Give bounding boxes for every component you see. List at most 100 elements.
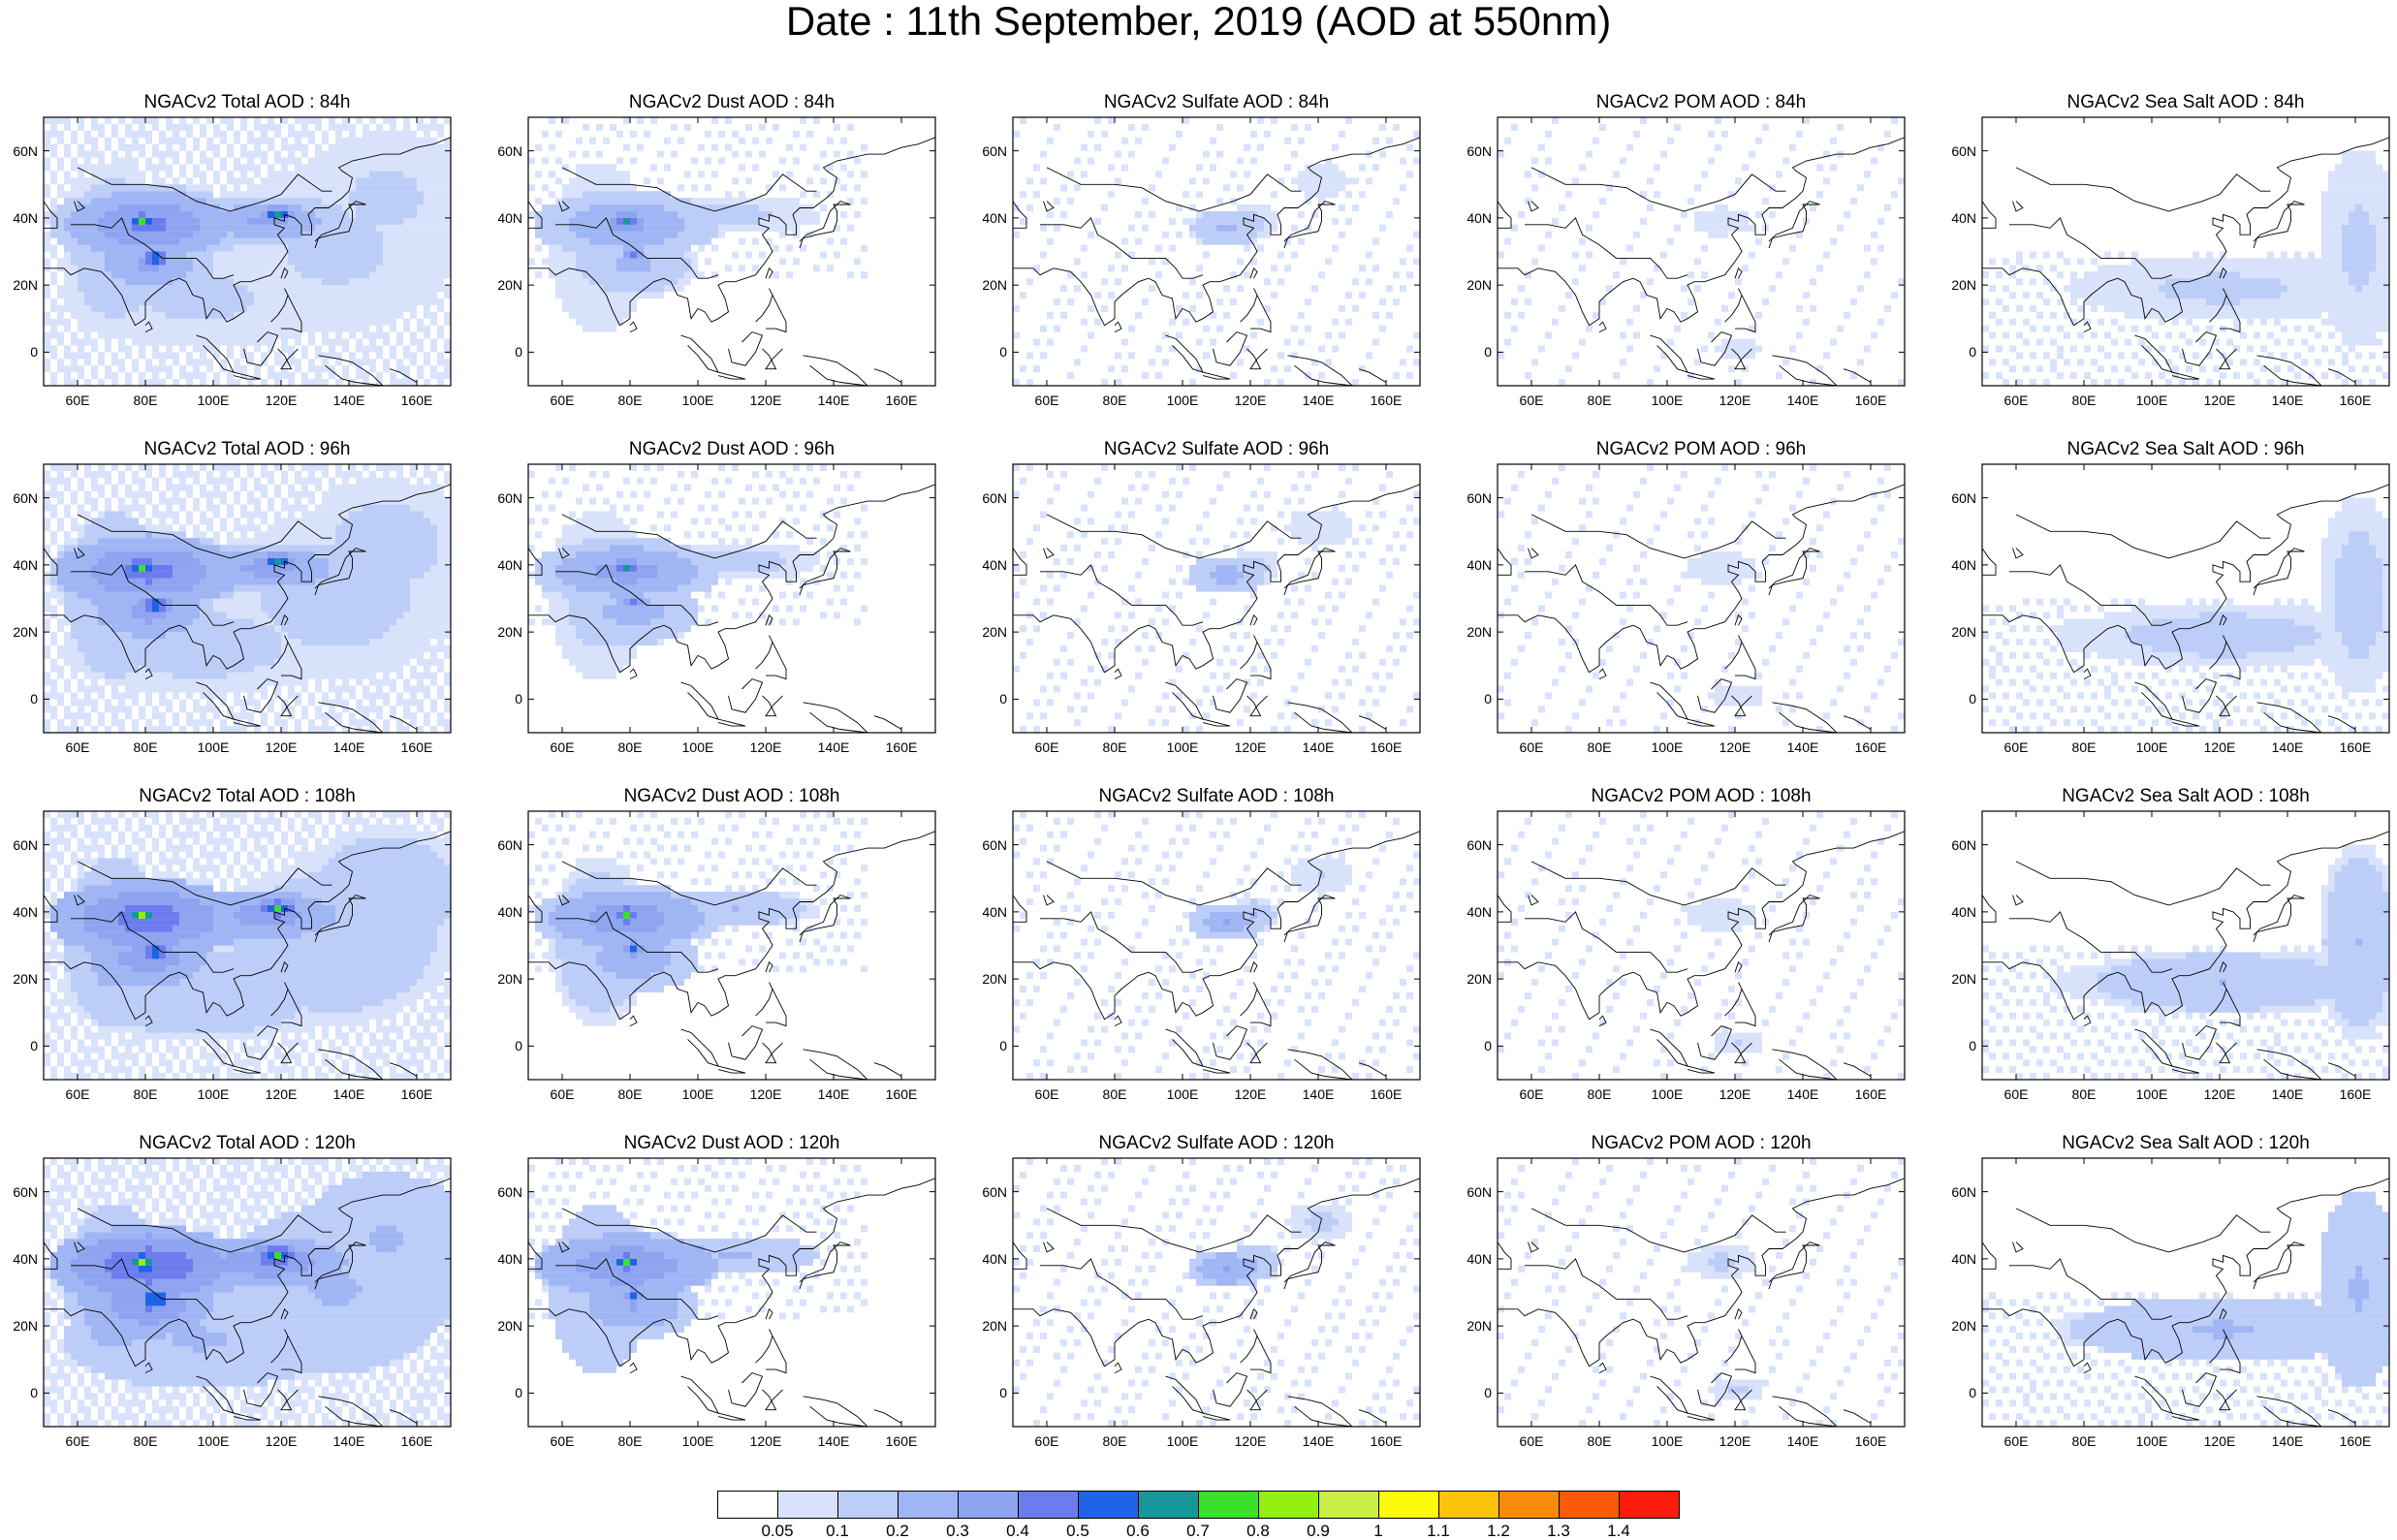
colorbar	[717, 1491, 1687, 1522]
longitude-tick-label: 120E	[257, 1434, 305, 1448]
latitude-tick-label: 0	[1938, 1386, 1976, 1399]
latitude-tick-label: 40N	[484, 905, 522, 919]
longitude-tick-label: 80E	[2060, 393, 2108, 407]
longitude-tick-label: 120E	[2195, 740, 2244, 754]
colorbar-tick-label: 0.4	[989, 1523, 1047, 1540]
latitude-tick-label: 0	[484, 345, 522, 359]
latitude-tick-label: 20N	[1938, 1319, 1976, 1333]
longitude-tick-label: 100E	[1643, 740, 1691, 754]
colorbar-tick-label: 0.8	[1229, 1523, 1287, 1540]
colorbar-tick-label: 0.5	[1049, 1523, 1107, 1540]
panel-title: NGACv2 Total AOD : 96h	[44, 439, 451, 460]
aod-map	[1013, 811, 1420, 1080]
latitude-tick-label: 60N	[0, 144, 38, 158]
panel-title: NGACv2 Sulfate AOD : 96h	[1013, 439, 1420, 460]
longitude-tick-label: 120E	[1711, 740, 1759, 754]
latitude-tick-label: 40N	[968, 558, 1007, 572]
longitude-tick-label: 60E	[1992, 1087, 2040, 1101]
longitude-tick-label: 60E	[1507, 393, 1556, 407]
aod-map	[528, 464, 935, 733]
longitude-tick-label: 60E	[538, 393, 586, 407]
colorbar-swatch	[959, 1492, 1019, 1519]
colorbar-tick-label: 1.4	[1590, 1523, 1648, 1540]
latitude-tick-label: 20N	[1938, 625, 1976, 639]
panel-title: NGACv2 Dust AOD : 120h	[528, 1133, 935, 1154]
latitude-tick-label: 0	[1453, 1386, 1492, 1399]
longitude-tick-label: 60E	[1023, 393, 1071, 407]
longitude-tick-label: 100E	[1643, 1087, 1691, 1101]
latitude-tick-label: 20N	[968, 1319, 1007, 1333]
latitude-tick-label: 0	[484, 692, 522, 706]
aod-map	[1982, 1158, 2389, 1427]
longitude-tick-label: 140E	[1779, 393, 1827, 407]
longitude-tick-label: 100E	[189, 740, 237, 754]
longitude-tick-label: 80E	[121, 1434, 170, 1448]
longitude-tick-label: 120E	[1226, 393, 1275, 407]
longitude-tick-label: 160E	[2331, 1087, 2380, 1101]
longitude-tick-label: 100E	[189, 1434, 237, 1448]
latitude-tick-label: 40N	[1938, 211, 1976, 225]
longitude-tick-label: 60E	[1507, 740, 1556, 754]
longitude-tick-label: 120E	[1711, 1434, 1759, 1448]
colorbar-swatch	[1019, 1492, 1079, 1519]
longitude-tick-label: 100E	[1158, 740, 1207, 754]
colorbar-swatch	[778, 1492, 838, 1519]
longitude-tick-label: 160E	[393, 1087, 441, 1101]
longitude-tick-label: 160E	[2331, 1434, 2380, 1448]
aod-map	[1013, 117, 1420, 386]
panel-title: NGACv2 Sea Salt AOD : 96h	[1982, 439, 2389, 460]
longitude-tick-label: 140E	[1294, 1087, 1342, 1101]
longitude-tick-label: 60E	[538, 740, 586, 754]
panel-title: NGACv2 Dust AOD : 84h	[528, 92, 935, 113]
aod-map	[44, 811, 451, 1080]
longitude-tick-label: 140E	[1779, 740, 1827, 754]
longitude-tick-label: 140E	[2263, 393, 2312, 407]
longitude-tick-label: 140E	[809, 740, 858, 754]
aod-map	[1982, 811, 2389, 1080]
longitude-tick-label: 100E	[674, 1434, 722, 1448]
panel-title: NGACv2 Dust AOD : 108h	[528, 786, 935, 807]
latitude-tick-label: 0	[0, 1039, 38, 1053]
colorbar-swatch	[1319, 1492, 1379, 1519]
longitude-tick-label: 140E	[325, 393, 373, 407]
longitude-tick-label: 140E	[325, 740, 373, 754]
longitude-tick-label: 140E	[1294, 393, 1342, 407]
latitude-tick-label: 40N	[1938, 905, 1976, 919]
longitude-tick-label: 120E	[2195, 1087, 2244, 1101]
aod-map	[1498, 811, 1905, 1080]
latitude-tick-label: 60N	[484, 491, 522, 505]
latitude-tick-label: 40N	[968, 211, 1007, 225]
longitude-tick-label: 60E	[1023, 1087, 1071, 1101]
longitude-tick-label: 120E	[741, 1434, 790, 1448]
longitude-tick-label: 80E	[606, 1087, 654, 1101]
longitude-tick-label: 80E	[2060, 740, 2108, 754]
latitude-tick-label: 0	[968, 1386, 1007, 1399]
longitude-tick-label: 160E	[1846, 1087, 1895, 1101]
longitude-tick-label: 140E	[809, 393, 858, 407]
longitude-tick-label: 60E	[1507, 1434, 1556, 1448]
latitude-tick-label: 40N	[0, 1252, 38, 1266]
colorbar-swatch	[838, 1492, 899, 1519]
longitude-tick-label: 140E	[1779, 1087, 1827, 1101]
longitude-tick-label: 80E	[1575, 1087, 1624, 1101]
aod-map	[1982, 117, 2389, 386]
latitude-tick-label: 20N	[1453, 278, 1492, 292]
latitude-tick-label: 0	[1938, 345, 1976, 359]
longitude-tick-label: 60E	[53, 1087, 102, 1101]
latitude-tick-label: 20N	[0, 972, 38, 986]
latitude-tick-label: 60N	[484, 838, 522, 852]
longitude-tick-label: 100E	[674, 1087, 722, 1101]
colorbar-swatch	[1199, 1492, 1259, 1519]
longitude-tick-label: 160E	[877, 1087, 926, 1101]
colorbar-tick-label: 1.2	[1469, 1523, 1528, 1540]
latitude-tick-label: 60N	[968, 1185, 1007, 1199]
latitude-tick-label: 60N	[1453, 144, 1492, 158]
longitude-tick-label: 160E	[2331, 740, 2380, 754]
latitude-tick-label: 0	[0, 692, 38, 706]
